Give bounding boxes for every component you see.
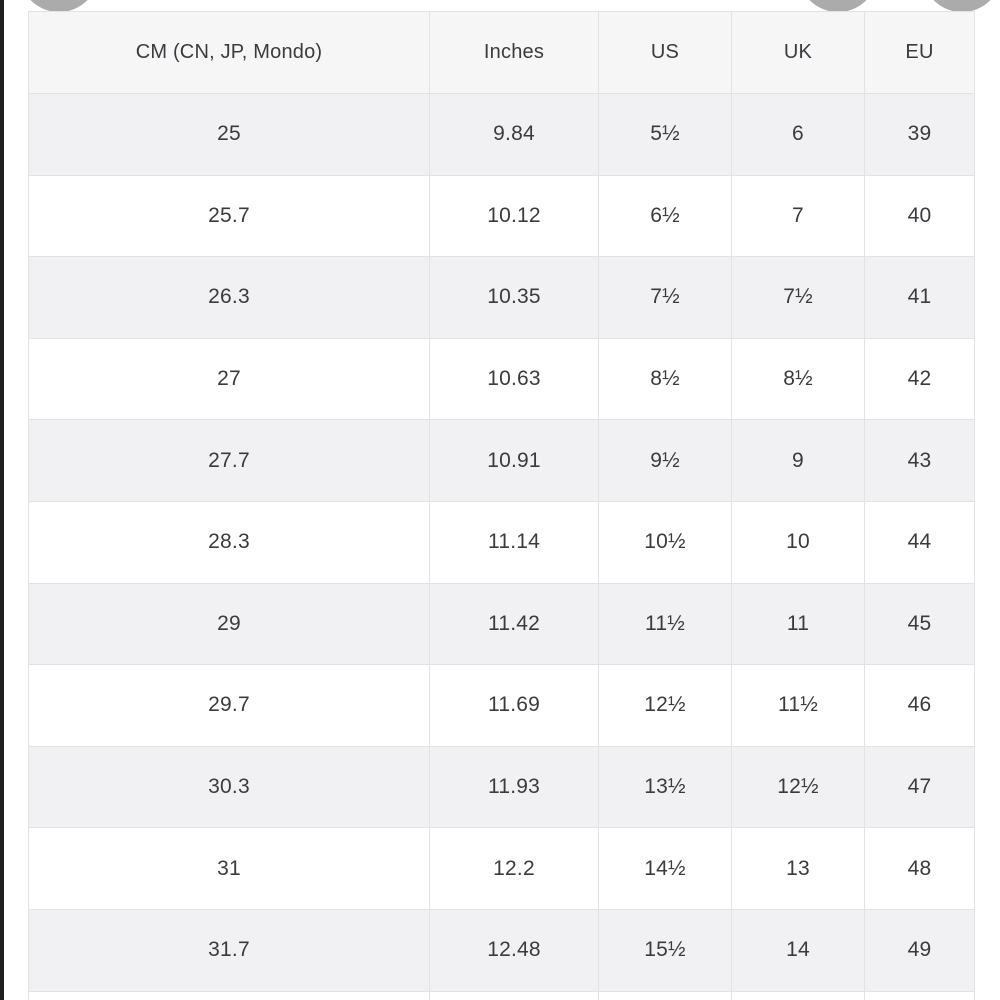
table-cell: 10 xyxy=(731,500,865,584)
table-cell: 9 xyxy=(731,419,865,502)
table-cell: 11.69 xyxy=(429,664,599,747)
table-cell: 11 xyxy=(731,582,865,666)
table-cell: 25.7 xyxy=(28,174,430,258)
header-cell-us: US xyxy=(598,11,732,94)
table-row: 29.7 11.69 12½ 11½ 46 xyxy=(28,664,975,747)
table-cell: 9½ xyxy=(598,419,732,502)
table-row: 28.3 11.14 10½ 10 44 xyxy=(28,500,975,584)
screen-edge-line xyxy=(0,0,4,1000)
table-cell: 43 xyxy=(864,419,975,502)
table-body: 25 9.84 5½ 6 39 25.7 10.12 6½ 7 40 26.3 10.35 7½ 7½ 41… xyxy=(28,93,975,1000)
size-conversion-table-container: CM (CN, JP, Mondo) Inches US UK EU 25 9.8… xyxy=(28,11,975,1000)
table-cell: 15½ xyxy=(598,908,732,992)
table-cell: 7½ xyxy=(731,256,865,339)
table-row: 25.7 10.12 6½ 7 40 xyxy=(28,174,975,258)
table-cell: 27 xyxy=(28,337,430,421)
table-row: 29 11.42 11½ 11 45 xyxy=(28,582,975,666)
header-cell-inches: Inches xyxy=(429,11,599,94)
table-cell: 42 xyxy=(864,337,975,421)
table-cell xyxy=(429,990,599,1000)
table-cell: 10.91 xyxy=(429,419,599,502)
table-cell: 12½ xyxy=(731,745,865,829)
table-cell: 31 xyxy=(28,827,430,910)
table-cell: 5½ xyxy=(598,93,732,176)
table-cell: 13 xyxy=(731,827,865,910)
table-cell: 11.14 xyxy=(429,500,599,584)
table-cell: 10.35 xyxy=(429,256,599,339)
table-cell: 10½ xyxy=(598,500,732,584)
table-header: CM (CN, JP, Mondo) Inches US UK EU xyxy=(28,11,975,94)
table-cell: 9.84 xyxy=(429,93,599,176)
table-cell: 30.3 xyxy=(28,745,430,829)
table-cell: 11.42 xyxy=(429,582,599,666)
table-row: 26.3 10.35 7½ 7½ 41 xyxy=(28,256,975,339)
table-cell: 48 xyxy=(864,827,975,910)
table-cell: 47 xyxy=(864,745,975,829)
table-cell: 7 xyxy=(731,174,865,258)
table-cell xyxy=(864,990,975,1000)
table-cell xyxy=(28,990,430,1000)
table-cell: 29.7 xyxy=(28,664,430,747)
header-cell-uk: UK xyxy=(731,11,865,94)
table-cell: 11.93 xyxy=(429,745,599,829)
table-cell: 39 xyxy=(864,93,975,176)
table-cell: 12.2 xyxy=(429,827,599,910)
table-cell: 10.63 xyxy=(429,337,599,421)
table-cell xyxy=(598,990,732,1000)
table-cell: 13½ xyxy=(598,745,732,829)
table-cell: 31.7 xyxy=(28,908,430,992)
table-row: 30.3 11.93 13½ 12½ 47 xyxy=(28,745,975,829)
table-cell: 44 xyxy=(864,500,975,584)
table-cell: 41 xyxy=(864,256,975,339)
table-cell xyxy=(731,990,865,1000)
header-cell-eu: EU xyxy=(864,11,975,94)
table-cell: 12.48 xyxy=(429,908,599,992)
table-cell: 12½ xyxy=(598,664,732,747)
table-cell: 8½ xyxy=(598,337,732,421)
table-cell: 7½ xyxy=(598,256,732,339)
table-row: 27 10.63 8½ 8½ 42 xyxy=(28,337,975,421)
table-row: 31 12.2 14½ 13 48 xyxy=(28,827,975,910)
table-cell: 8½ xyxy=(731,337,865,421)
table-row xyxy=(28,990,975,1000)
table-cell: 6 xyxy=(731,93,865,176)
table-cell: 26.3 xyxy=(28,256,430,339)
table-cell: 14½ xyxy=(598,827,732,910)
table-cell: 11½ xyxy=(731,664,865,747)
table-cell: 45 xyxy=(864,582,975,666)
table-cell: 40 xyxy=(864,174,975,258)
table-cell: 25 xyxy=(28,93,430,176)
table-row: 31.7 12.48 15½ 14 49 xyxy=(28,908,975,992)
table-cell: 10.12 xyxy=(429,174,599,258)
table-cell: 49 xyxy=(864,908,975,992)
table-header-row: CM (CN, JP, Mondo) Inches US UK EU xyxy=(28,11,975,94)
table-cell: 14 xyxy=(731,908,865,992)
table-cell: 29 xyxy=(28,582,430,666)
table-cell: 27.7 xyxy=(28,419,430,502)
table-cell: 11½ xyxy=(598,582,732,666)
table-cell: 46 xyxy=(864,664,975,747)
table-cell: 6½ xyxy=(598,174,732,258)
header-cell-cm: CM (CN, JP, Mondo) xyxy=(28,11,430,94)
table-row: 27.7 10.91 9½ 9 43 xyxy=(28,419,975,502)
table-row: 25 9.84 5½ 6 39 xyxy=(28,93,975,176)
size-conversion-table: CM (CN, JP, Mondo) Inches US UK EU 25 9.8… xyxy=(28,11,975,1000)
table-cell: 28.3 xyxy=(28,500,430,584)
